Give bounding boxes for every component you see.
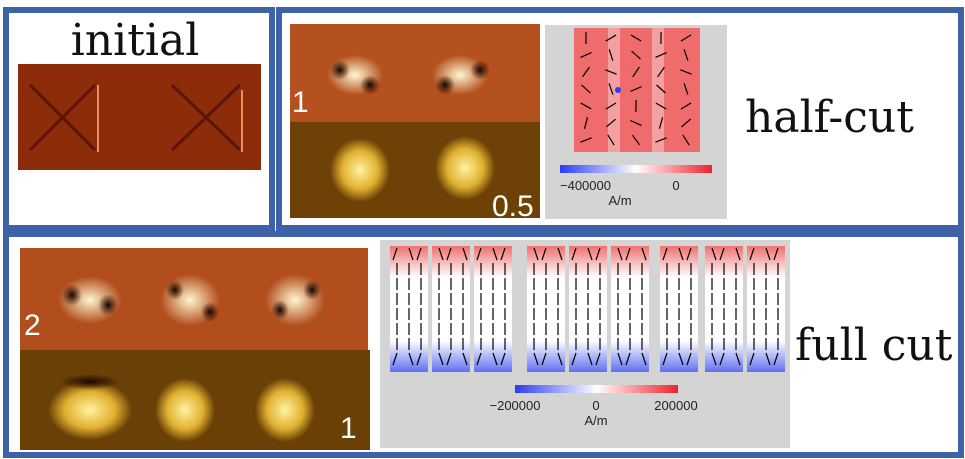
- image-full-cut-phase: [20, 248, 368, 350]
- colorbar-unit: A/m: [584, 413, 607, 428]
- image-full-cut-amplitude: [20, 350, 370, 450]
- figure: initial 1 0.5 −400000 0 A/m half-cut 2 1…: [0, 0, 965, 459]
- image-label: 1: [292, 86, 309, 119]
- colorbar-tick-label: −400000: [560, 178, 611, 193]
- colorbar-tick-label: 0: [672, 178, 679, 193]
- colorbar-unit: A/m: [608, 193, 631, 208]
- panel-title: initial: [71, 15, 200, 66]
- image-label: 0.5: [492, 190, 534, 223]
- colorbar-tick-label: 200000: [654, 398, 697, 413]
- panel-label: full cut: [795, 320, 953, 371]
- colorbar-tick-label: −200000: [490, 398, 541, 413]
- page: {"initial": {"title": "initial"}, "half_…: [0, 0, 965, 459]
- colorbar-tick-label: 0: [592, 398, 599, 413]
- image-half-cut-phase: [290, 24, 540, 122]
- image-initial: [18, 64, 261, 170]
- image-label: 2: [24, 309, 41, 342]
- panel-label: half-cut: [745, 92, 914, 143]
- image-label: 1: [340, 412, 357, 445]
